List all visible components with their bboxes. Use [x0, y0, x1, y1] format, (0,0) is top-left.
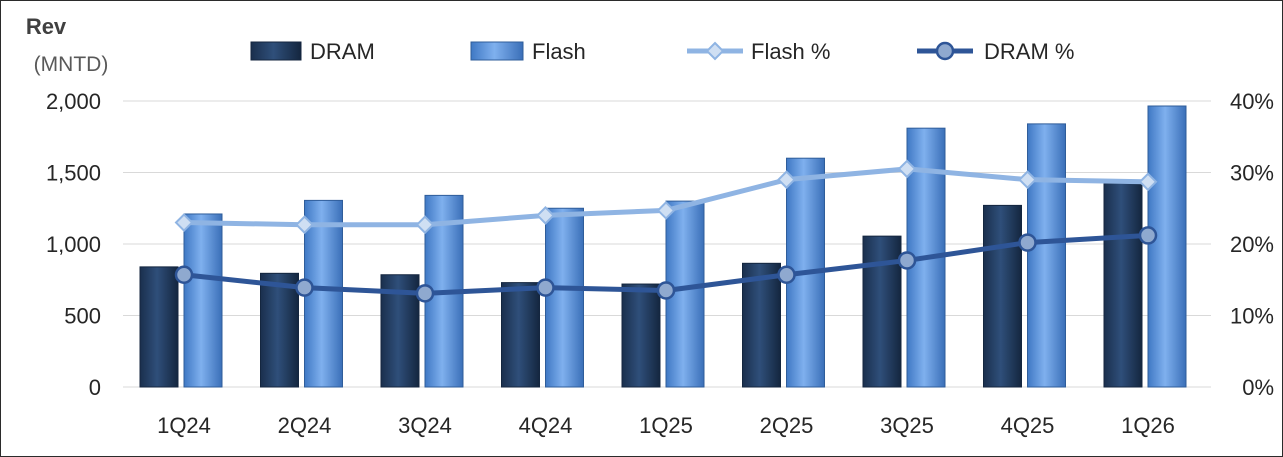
y-axis-unit: (MNTD): [34, 53, 109, 76]
x-tick-label: 1Q26: [1121, 413, 1175, 438]
bar-flash: [1148, 106, 1186, 387]
left-axis-ticks: 0 500 1,000 1,500 2,000: [46, 89, 101, 400]
x-tick-label: 1Q24: [157, 413, 211, 438]
marker-dram-pct: [779, 267, 795, 283]
marker-dram-pct: [417, 285, 433, 301]
marker-dram-pct: [658, 282, 674, 298]
bar-dram: [622, 284, 660, 387]
x-tick-label: 3Q25: [880, 413, 934, 438]
y2-tick-label: 30%: [1230, 161, 1274, 186]
bar-flash: [184, 214, 222, 387]
legend-label-dram-pct: DRAM %: [984, 39, 1074, 64]
y2-tick-label: 20%: [1230, 232, 1274, 257]
y2-tick-label: 0%: [1242, 375, 1274, 400]
x-tick-label: 3Q24: [398, 413, 452, 438]
bar-dram: [984, 205, 1022, 387]
y-tick-label: 2,000: [46, 89, 101, 114]
legend-item-flash: Flash: [471, 39, 586, 64]
marker-dram-pct: [899, 252, 915, 268]
x-tick-label: 4Q25: [1001, 413, 1055, 438]
y-tick-label: 1,500: [46, 161, 101, 186]
legend-swatch-dram: [251, 42, 301, 60]
category-labels: 1Q24 2Q24 3Q24 4Q24 1Q25 2Q25 3Q25 4Q25 1Q26: [157, 413, 1175, 438]
x-tick-label: 2Q24: [278, 413, 332, 438]
bar-flash: [1028, 124, 1066, 387]
right-axis-ticks: 0% 10% 20% 30% 40%: [1230, 89, 1274, 400]
legend-item-dram-pct: DRAM %: [917, 39, 1074, 64]
marker-dram-pct: [297, 280, 313, 296]
x-tick-label: 1Q25: [639, 413, 693, 438]
legend-label-flash: Flash: [532, 39, 586, 64]
marker-dram-pct: [176, 267, 192, 283]
bar-dram: [1104, 183, 1142, 387]
marker-dram-pct: [1140, 227, 1156, 243]
y-tick-label: 500: [64, 304, 101, 329]
legend-label-dram: DRAM: [310, 39, 375, 64]
x-tick-label: 4Q24: [519, 413, 573, 438]
bar-dram: [502, 283, 540, 387]
x-tick-label: 2Q25: [760, 413, 814, 438]
legend-item-dram: DRAM: [251, 39, 375, 64]
legend-marker-flash-pct: [707, 43, 723, 59]
legend-item-flash-pct: Flash %: [687, 39, 830, 64]
marker-dram-pct: [538, 280, 554, 296]
y-tick-label: 0: [89, 375, 101, 400]
bar-flash: [546, 208, 584, 387]
marker-dram-pct: [1020, 235, 1036, 251]
y2-tick-label: 40%: [1230, 89, 1274, 114]
bar-dram: [140, 267, 178, 387]
legend-label-flash-pct: Flash %: [751, 39, 830, 64]
y2-tick-label: 10%: [1230, 304, 1274, 329]
legend-marker-dram-pct: [937, 43, 953, 59]
y-tick-label: 1,000: [46, 232, 101, 257]
bar-dram: [261, 273, 299, 387]
y-axis-title: Rev: [26, 14, 67, 39]
bar-dram: [863, 236, 901, 387]
legend-swatch-flash: [471, 42, 523, 60]
legend: DRAM Flash Flash % DRAM %: [251, 39, 1074, 64]
